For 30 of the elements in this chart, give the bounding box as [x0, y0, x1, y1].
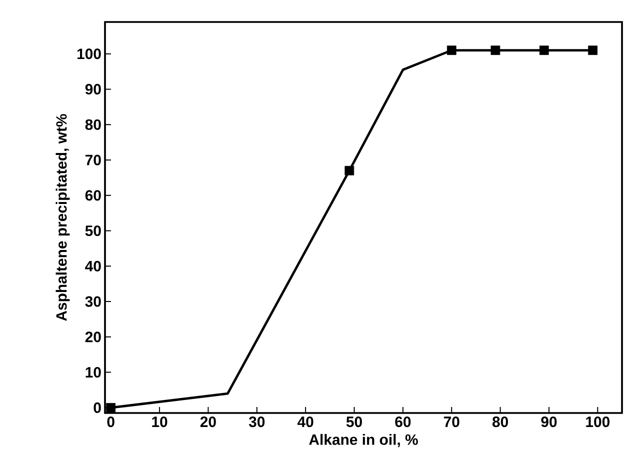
x-tick-label: 0 [107, 416, 114, 428]
x-tick-label: 60 [395, 416, 411, 428]
y-tick-label: 40 [85, 260, 101, 272]
point [539, 46, 549, 55]
x-tick-label: 80 [492, 416, 508, 428]
x-tick-label: 10 [152, 416, 168, 428]
y-tick-label: 70 [86, 154, 101, 166]
y-tick-label: 20 [85, 332, 101, 342]
point [490, 46, 500, 55]
x-axis-title: Alkane in oil, % [309, 434, 418, 448]
x-tick-label: 70 [444, 416, 460, 428]
point [446, 46, 456, 55]
x-tick-label: 50 [346, 416, 362, 428]
x-tick-label: 90 [541, 416, 557, 428]
x-tick-label: 100 [586, 416, 610, 428]
x-tick-label: 30 [248, 416, 265, 428]
y-tick-label: 80 [85, 119, 101, 130]
y-tick-label: 0 [94, 402, 101, 413]
y-tick-label: 100 [77, 48, 101, 60]
y-tick-label: 60 [85, 190, 101, 201]
point [588, 46, 598, 55]
y-axis-title: Asphaltene precipitated, wt% [56, 114, 70, 321]
y-tick-label: 10 [86, 367, 101, 378]
y-tick-label: 30 [85, 296, 101, 307]
point [344, 166, 354, 176]
y-tick-label: 90 [85, 84, 101, 95]
x-tick-label: 20 [200, 416, 216, 428]
y-tick-label: 50 [85, 225, 101, 236]
x-tick-label: 40 [297, 416, 314, 428]
point [106, 403, 116, 412]
